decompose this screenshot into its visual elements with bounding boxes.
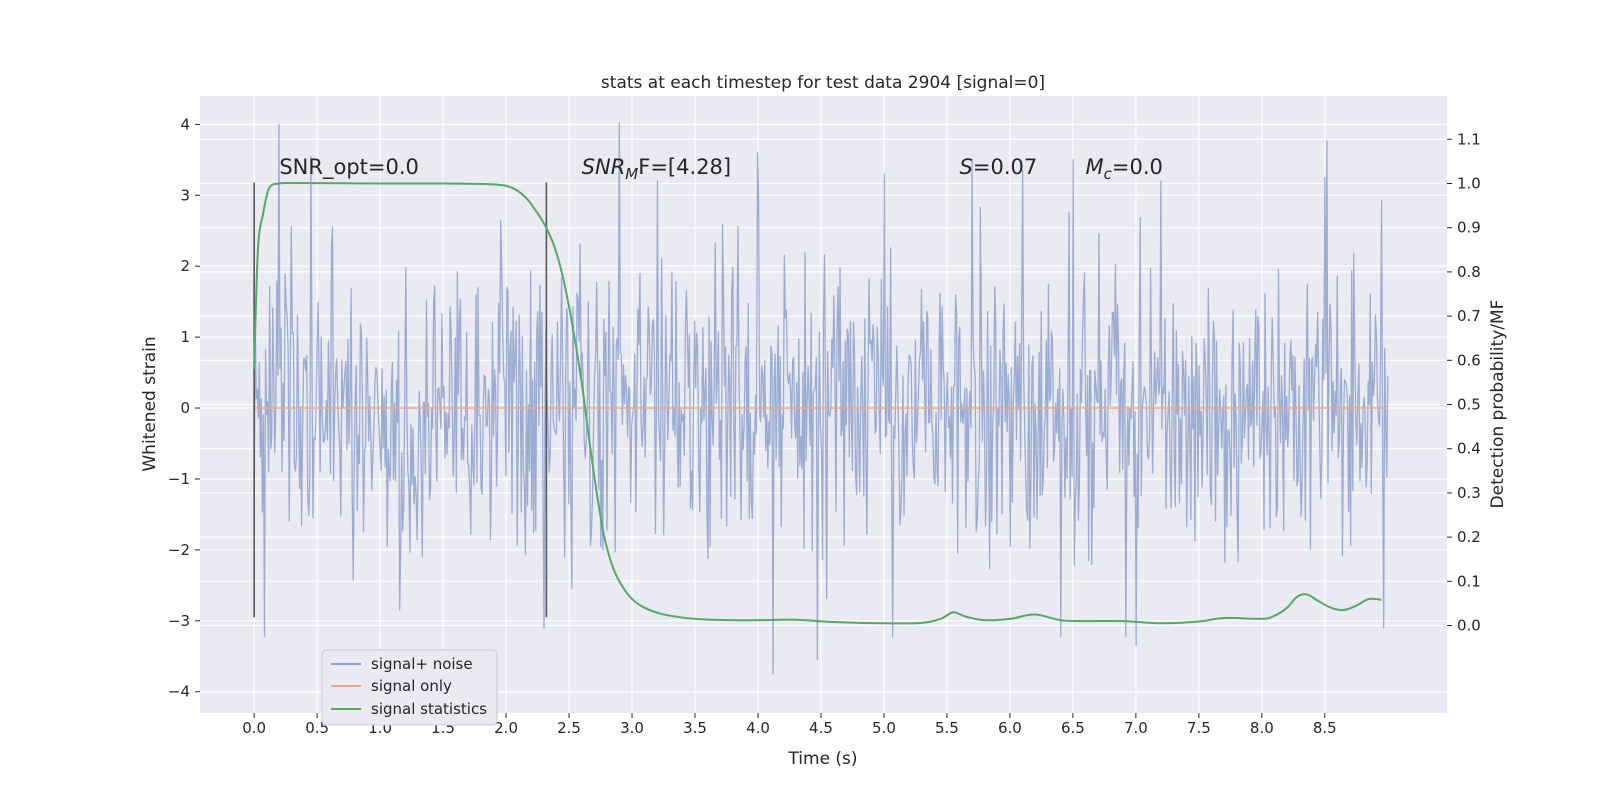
x-tick-label: 4.5 bbox=[809, 719, 833, 737]
y-tick-label-left: 4 bbox=[180, 115, 190, 133]
y-tick-label-left: 3 bbox=[180, 186, 190, 204]
annotation-text: SNR_opt=0.0 bbox=[279, 155, 419, 180]
annotation-text: S=0.07 bbox=[960, 155, 1038, 179]
y-axis-label-right: Detection probability/MF bbox=[1488, 300, 1508, 509]
chart-title: stats at each timestep for test data 290… bbox=[601, 73, 1045, 93]
y-tick-label-right: 0.2 bbox=[1457, 528, 1481, 546]
y-tick-label-left: 1 bbox=[180, 328, 190, 346]
y-tick-label-left: −4 bbox=[168, 683, 190, 701]
x-tick-label: 0.0 bbox=[242, 719, 266, 737]
y-tick-label-right: 1.1 bbox=[1457, 130, 1481, 148]
x-tick-label: 5.0 bbox=[872, 719, 896, 737]
x-tick-label: 5.5 bbox=[935, 719, 959, 737]
legend-label-signal-only: signal only bbox=[371, 677, 452, 695]
y-tick-label-right: 0.8 bbox=[1457, 263, 1481, 281]
signal-noise-series bbox=[253, 122, 1389, 675]
signal-statistics-series bbox=[253, 182, 1382, 625]
annotation-text: SNRMF=[4.28] bbox=[582, 155, 731, 183]
y-tick-label-right: 0.3 bbox=[1457, 484, 1481, 502]
annotations: SNR_opt=0.0 SNRMF=[4.28] S=0.07 Mc=0.0 bbox=[279, 155, 1163, 183]
y-tick-label-left: 0 bbox=[180, 399, 190, 417]
y-tick-label-left: 2 bbox=[180, 257, 190, 275]
legend-label-signal-noise: signal+ noise bbox=[371, 655, 473, 673]
y-tick-label-right: 0.1 bbox=[1457, 572, 1481, 590]
y-tick-label-right: 0.0 bbox=[1457, 616, 1481, 634]
y-tick-label-right: 0.4 bbox=[1457, 440, 1481, 458]
x-tick-label: 3.5 bbox=[683, 719, 707, 737]
x-tick-label: 6.0 bbox=[998, 719, 1022, 737]
axis-ticks: 0.0 0.5 1.0 1.5 2.0 2.5 3.0 3.5 4.0 4.5 5.0 5.5 6.0 6… bbox=[168, 115, 1481, 737]
x-tick-label: 3.0 bbox=[620, 719, 644, 737]
y-tick-label-right: 0.7 bbox=[1457, 307, 1481, 325]
legend-box bbox=[321, 649, 498, 726]
x-tick-label: 7.5 bbox=[1187, 719, 1211, 737]
vertical-markers bbox=[253, 182, 548, 618]
signal-noise-line bbox=[253, 122, 1389, 675]
y-tick-label-left: −1 bbox=[168, 470, 190, 488]
y-tick-label-right: 0.9 bbox=[1457, 219, 1481, 237]
x-tick-label: 2.5 bbox=[557, 719, 581, 737]
x-tick-label: 6.5 bbox=[1061, 719, 1085, 737]
x-tick-label: 8.5 bbox=[1313, 719, 1337, 737]
y-tick-label-right: 0.5 bbox=[1457, 396, 1481, 414]
y-tick-label-right: 0.6 bbox=[1457, 351, 1481, 369]
legend-label-signal-statistics: signal statistics bbox=[371, 700, 487, 718]
y-tick-label-left: −2 bbox=[168, 541, 190, 559]
x-tick-label: 4.0 bbox=[746, 719, 770, 737]
y-axis-label-left: Whitened strain bbox=[140, 336, 160, 471]
x-tick-label: 2.0 bbox=[494, 719, 518, 737]
x-tick-label: 7.0 bbox=[1124, 719, 1148, 737]
x-axis-label: Time (s) bbox=[787, 749, 857, 769]
y-tick-label-left: −3 bbox=[168, 612, 190, 630]
y-tick-label-right: 1.0 bbox=[1457, 175, 1481, 193]
x-tick-label: 8.0 bbox=[1250, 719, 1274, 737]
signal-statistics-line bbox=[253, 182, 1382, 625]
legend: signal+ noise signal only signal statist… bbox=[321, 649, 498, 726]
annotation-text: Mc=0.0 bbox=[1085, 155, 1162, 183]
